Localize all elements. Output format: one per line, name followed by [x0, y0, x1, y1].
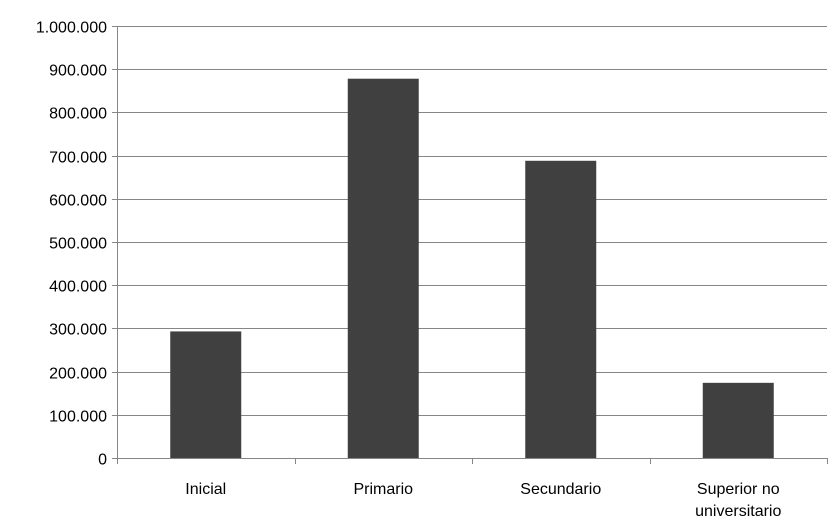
y-tick-label: 400.000 [49, 279, 107, 296]
y-tick-label: 700.000 [49, 150, 107, 167]
x-tick-label: Secundario [520, 481, 601, 498]
y-tick-label: 100.000 [49, 409, 107, 426]
bar-superior-no-universitario [702, 382, 774, 458]
y-tick-label: 900.000 [49, 63, 107, 80]
bar-primario [347, 78, 419, 458]
bar-inicial [170, 331, 242, 458]
y-tick-label: 1.000.000 [36, 20, 107, 37]
y-tick-labels: 0 100.000 200.000 300.000 400.000 500.000 600.… [36, 20, 107, 469]
y-tick-label: 800.000 [49, 106, 107, 123]
y-tick-label: 600.000 [49, 193, 107, 210]
y-tick-label: 200.000 [49, 366, 107, 383]
x-tick-label: universitario [695, 503, 781, 519]
y-tick-label: 500.000 [49, 236, 107, 253]
x-tick-label: Inicial [185, 481, 226, 498]
bars [170, 78, 774, 458]
y-tick-label: 0 [98, 452, 107, 469]
axes [112, 26, 828, 464]
x-tick-labels: Inicial Primario Secundario Superior no univ… [185, 481, 781, 520]
bar-secundario [525, 160, 597, 458]
x-tick-label: Primario [353, 481, 413, 498]
y-tick-label: 300.000 [49, 322, 107, 339]
x-tick-label: Superior no [697, 481, 780, 498]
